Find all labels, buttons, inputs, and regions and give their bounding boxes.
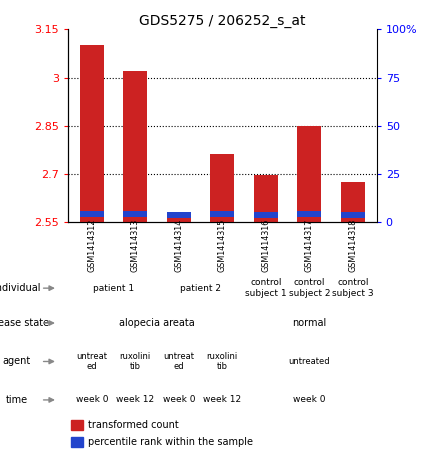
Bar	[80, 211, 104, 217]
Text: untreat
ed: untreat ed	[163, 352, 194, 371]
Bar	[210, 211, 234, 217]
Text: week 0: week 0	[162, 395, 195, 405]
Bar	[297, 125, 321, 222]
Text: patient 2: patient 2	[180, 284, 221, 293]
Text: GSM1414315: GSM1414315	[218, 218, 227, 272]
Text: week 0: week 0	[293, 395, 325, 405]
Bar	[167, 212, 191, 218]
Bar	[254, 212, 278, 218]
Bar	[254, 175, 278, 222]
Text: GSM1414312: GSM1414312	[87, 218, 96, 272]
Text: week 12: week 12	[116, 395, 154, 405]
Text: time: time	[5, 395, 28, 405]
Text: GSM1414317: GSM1414317	[305, 218, 314, 272]
Text: control
subject 1: control subject 1	[245, 279, 286, 298]
Text: untreat
ed: untreat ed	[76, 352, 107, 371]
Text: week 0: week 0	[76, 395, 108, 405]
Bar	[167, 214, 191, 222]
Bar	[341, 182, 365, 222]
Text: percentile rank within the sample: percentile rank within the sample	[88, 437, 253, 447]
Text: disease state: disease state	[0, 318, 49, 328]
Text: untreated: untreated	[289, 357, 330, 366]
Text: patient 1: patient 1	[93, 284, 134, 293]
Text: normal: normal	[292, 318, 326, 328]
Text: individual: individual	[0, 283, 40, 293]
Bar	[80, 45, 104, 222]
Bar	[71, 437, 83, 447]
Text: alopecia areata: alopecia areata	[119, 318, 195, 328]
Bar	[297, 211, 321, 217]
Bar	[124, 71, 147, 222]
Text: agent: agent	[2, 357, 31, 366]
Bar	[71, 420, 83, 430]
Bar	[210, 154, 234, 222]
Text: control
subject 2: control subject 2	[289, 279, 330, 298]
Text: week 12: week 12	[203, 395, 241, 405]
Text: GSM1414316: GSM1414316	[261, 218, 270, 272]
Text: GSM1414314: GSM1414314	[174, 218, 183, 272]
Text: GSM1414318: GSM1414318	[348, 218, 357, 272]
Text: ruxolini
tib: ruxolini tib	[120, 352, 151, 371]
Text: transformed count: transformed count	[88, 420, 179, 430]
Bar	[124, 211, 147, 217]
Text: ruxolini
tib: ruxolini tib	[207, 352, 238, 371]
Bar	[341, 212, 365, 218]
Text: GSM1414313: GSM1414313	[131, 218, 140, 272]
Text: control
subject 3: control subject 3	[332, 279, 374, 298]
Title: GDS5275 / 206252_s_at: GDS5275 / 206252_s_at	[139, 14, 306, 29]
